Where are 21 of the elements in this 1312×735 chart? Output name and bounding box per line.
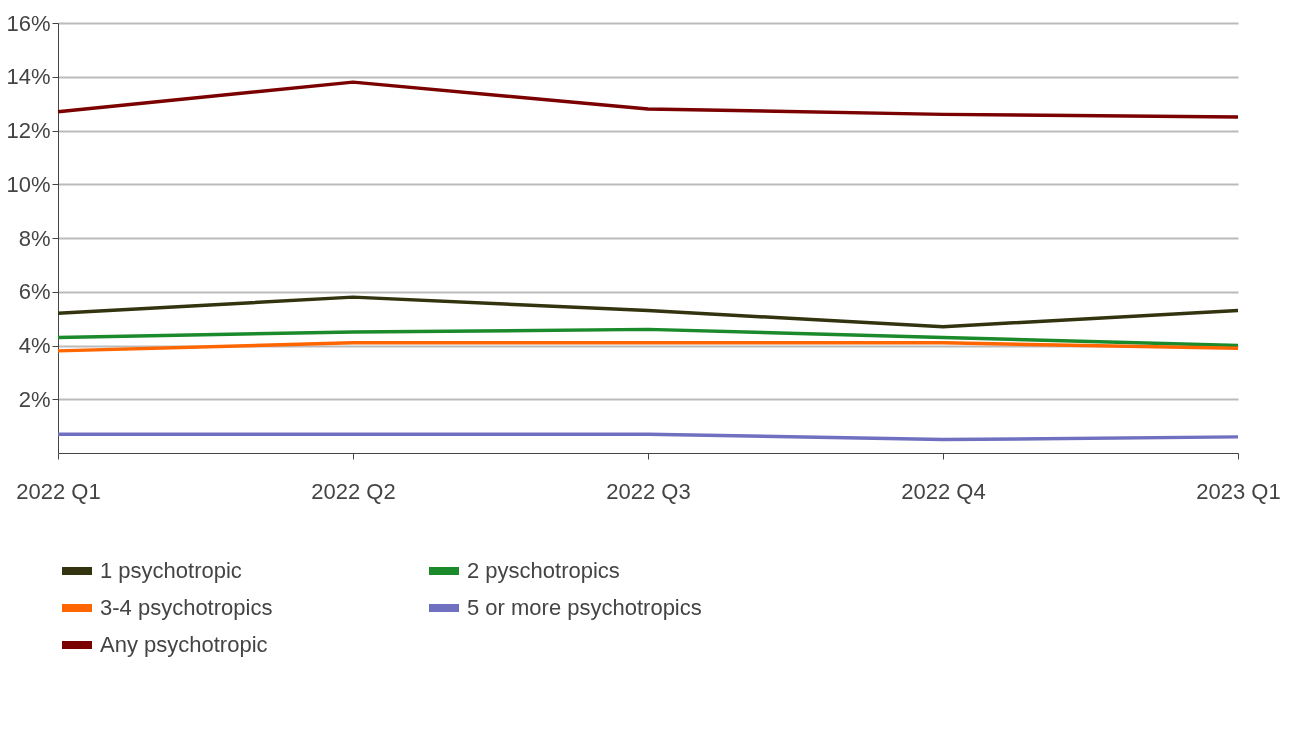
y-tick-label: 12% bbox=[6, 118, 51, 143]
y-tick-label: 8% bbox=[18, 225, 51, 251]
legend-label: 5 or more psychotropics bbox=[467, 595, 702, 620]
x-tick-label: 2022 Q4 bbox=[901, 478, 986, 504]
y-tick-label: 10% bbox=[6, 171, 51, 197]
legend-label: 3-4 psychotropics bbox=[100, 595, 273, 620]
y-tick-label: 4% bbox=[18, 333, 51, 358]
y-tick-label: 14% bbox=[6, 64, 51, 90]
x-tick-label: 2023 Q1 bbox=[1196, 478, 1281, 504]
y-tick-label: 16% bbox=[6, 10, 51, 36]
y-tick-label: 2% bbox=[18, 386, 51, 412]
line-series bbox=[56, 80, 1240, 119]
legend-label: 2 pyschotropics bbox=[467, 558, 620, 583]
x-tick-label: 2022 Q2 bbox=[311, 478, 396, 504]
legend-label: Any psychotropic bbox=[100, 632, 268, 657]
y-tick-label: 6% bbox=[18, 279, 51, 305]
x-tick-label: 2022 Q3 bbox=[606, 478, 691, 504]
line-series bbox=[56, 295, 1240, 329]
line-series bbox=[56, 327, 1240, 348]
legend-label: 1 psychotropic bbox=[100, 558, 242, 583]
x-tick-label: 2022 Q1 bbox=[16, 478, 101, 504]
